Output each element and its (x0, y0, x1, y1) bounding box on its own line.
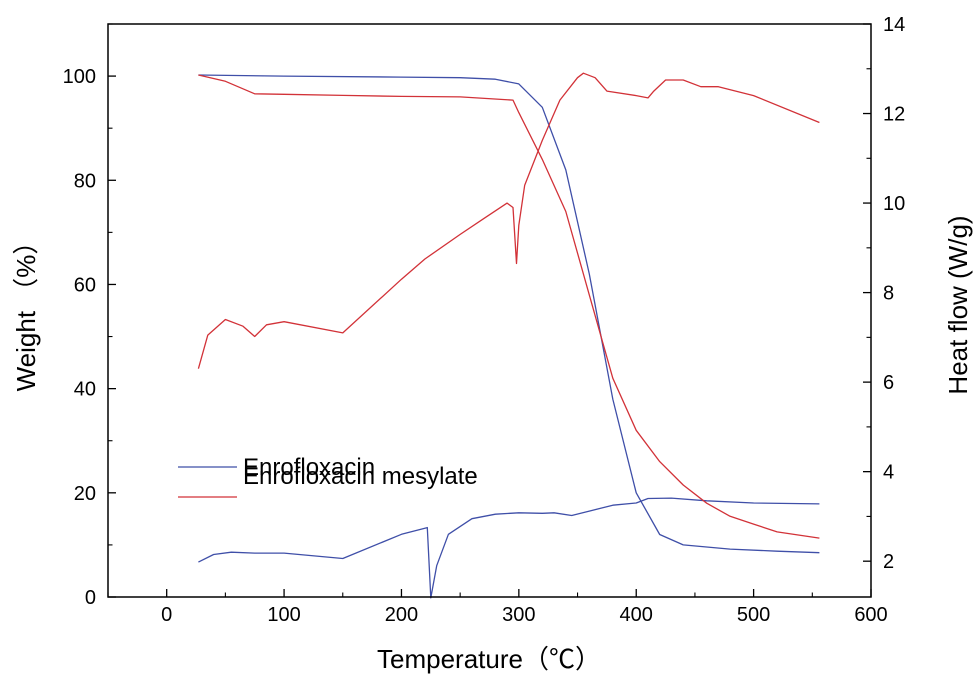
enrofloxacin-weight-line (198, 74, 820, 554)
y-left-tick-label: 100 (63, 66, 96, 88)
y-right-tick-label: 2 (883, 551, 894, 573)
enrofloxacin-mesylate-weight-line (198, 74, 820, 539)
legend-label-enrofloxacin-mesylate: Enrofloxacin mesylate (243, 463, 478, 490)
x-tick-label: 200 (385, 604, 418, 626)
ticks-layer (107, 23, 872, 598)
legend-label-enrofloxacin: Enrofloxacin (243, 454, 375, 481)
x-tick-label: 300 (502, 604, 535, 626)
x-tick-label: 500 (737, 604, 770, 626)
y-axis-right-title: Heat flow (W/g) (943, 215, 973, 394)
x-tick-label: 400 (620, 604, 653, 626)
legend: Enrofloxacin Enrofloxacin mesylate (178, 454, 478, 498)
y-left-tick-label: 20 (74, 483, 96, 505)
x-tick-label: 600 (854, 604, 887, 626)
labels-layer: 0 100 200 300 400 500 600 0 20 40 60 80 100 2 4 6 8 10 12 1… (63, 14, 906, 626)
series-layer (197, 72, 820, 599)
y-left-tick-label: 60 (74, 274, 96, 296)
x-tick-label: 0 (161, 604, 172, 626)
y-right-tick-label: 14 (883, 14, 905, 36)
y-axis-left-title: Weight （%） (11, 229, 41, 392)
y-right-tick-label: 8 (883, 283, 894, 305)
y-right-tick-label: 12 (883, 104, 905, 126)
plot-frame (107, 23, 872, 598)
y-right-tick-label: 6 (883, 372, 894, 394)
x-axis-title: Temperature（℃） (377, 644, 601, 674)
enrofloxacin-mesylate-heat-flow-line (197, 72, 820, 369)
x-tick-label: 100 (267, 604, 300, 626)
y-right-tick-label: 4 (883, 462, 894, 484)
y-left-tick-label: 40 (74, 379, 96, 401)
y-right-tick-label: 10 (883, 193, 905, 215)
enrofloxacin-heat-flow-line (198, 497, 820, 599)
y-left-tick-label: 0 (85, 587, 96, 609)
y-left-tick-label: 80 (74, 170, 96, 192)
